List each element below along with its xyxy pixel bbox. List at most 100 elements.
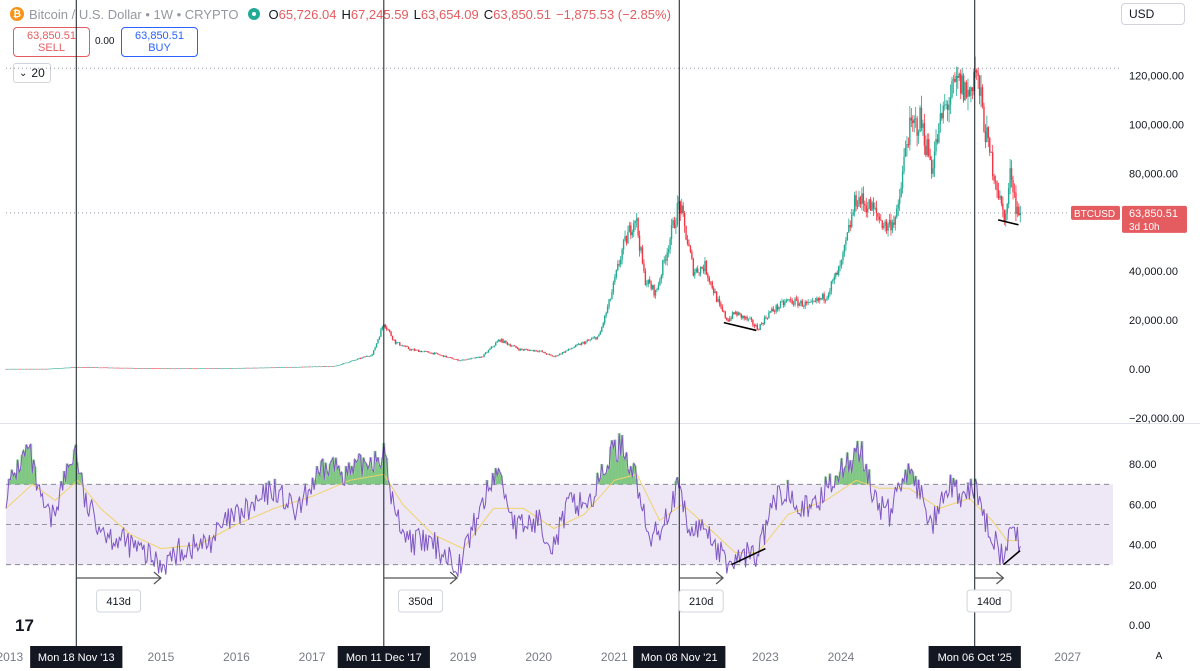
candle-body [346, 362, 349, 364]
sell-label: SELL [38, 42, 65, 54]
candle-body [608, 299, 610, 307]
candle-body [787, 299, 789, 301]
candle-body [723, 310, 725, 312]
candle-body [942, 105, 944, 119]
candle-body [535, 350, 538, 352]
candle-body [44, 368, 46, 370]
candle-body [45, 368, 48, 370]
time-axis-label: 2015 [148, 650, 175, 664]
candle-body [884, 221, 886, 227]
candle-body [611, 291, 613, 300]
overbought-fill [629, 466, 633, 485]
overbought-fill [860, 441, 864, 485]
tradingview-logo: 17 [15, 616, 34, 635]
candle-body [282, 367, 285, 368]
duration-label: 140d [977, 596, 1001, 608]
symbol-title[interactable]: Bitcoin / U.S. Dollar [29, 6, 142, 22]
candle-body [869, 199, 872, 211]
candle-body [1016, 206, 1019, 214]
candle-body [824, 299, 827, 301]
candle-body [914, 118, 917, 120]
candle-body [38, 368, 41, 370]
candle-body [476, 357, 478, 359]
candle-body [833, 276, 835, 280]
overbought-fill [347, 462, 351, 485]
candle-body [744, 316, 747, 319]
candle-body [372, 350, 375, 355]
candle-body [768, 312, 770, 318]
candle-body [86, 367, 89, 368]
sell-button[interactable]: 63,850.51 SELL [13, 27, 90, 57]
duration-label: 350d [408, 596, 432, 608]
candle-body [1018, 206, 1020, 216]
candle-body [531, 349, 533, 351]
symbol-header[interactable]: ₿ Bitcoin / U.S. Dollar • 1W • CRYPTO O … [10, 4, 671, 24]
candle-body [231, 368, 234, 369]
candle-body [490, 346, 493, 349]
candle-body [447, 357, 449, 358]
candle-body [261, 367, 263, 369]
candle-body [753, 324, 756, 327]
candle-body [47, 368, 49, 370]
buy-button[interactable]: 63,850.51 BUY [121, 27, 198, 57]
candle-body [542, 352, 545, 353]
candle-body [300, 366, 302, 368]
candle-body [309, 366, 311, 368]
candle-body [237, 367, 240, 369]
candle-body [455, 359, 458, 360]
candle-body [851, 214, 853, 228]
spread-value: 0.00 [95, 36, 115, 47]
candle-body [297, 366, 299, 368]
candle-body [436, 353, 439, 355]
sell-price: 63,850.51 [27, 30, 76, 42]
candle-body [422, 351, 424, 353]
overbought-fill [624, 452, 629, 485]
candle-body [798, 303, 801, 306]
candle-body [34, 368, 36, 370]
candle-body [374, 347, 376, 351]
candle-body [618, 264, 620, 265]
candle-body [396, 342, 398, 344]
candle-body [917, 132, 920, 136]
candle-body [9, 368, 12, 370]
candle-body [576, 344, 578, 346]
interval-label[interactable]: 1W [153, 6, 173, 22]
candle-body [513, 345, 516, 347]
candle-body [740, 313, 742, 318]
candle-body [259, 367, 261, 369]
duration-label: 413d [106, 596, 130, 608]
candle-body [335, 365, 337, 367]
candle-body [721, 306, 724, 311]
candle-body [470, 358, 472, 360]
candle-body [925, 145, 927, 156]
candle-body [220, 368, 222, 369]
candle-body [79, 367, 81, 368]
candle-body [474, 357, 477, 359]
candle-body [352, 360, 354, 361]
candle-body [855, 195, 857, 207]
candle-body [625, 236, 628, 244]
candle-body [1013, 191, 1016, 193]
candle-body [416, 349, 418, 351]
auto-scale-button[interactable]: A [1155, 650, 1163, 662]
candle-body [496, 341, 498, 343]
candle-body [1015, 192, 1017, 214]
candle-body [497, 339, 500, 342]
candle-body [208, 368, 211, 369]
candle-body [185, 368, 187, 370]
symbol-tag-label: BTCUSD [1074, 209, 1115, 220]
candle-body [778, 307, 780, 310]
candle-body [525, 349, 527, 350]
candle-body [968, 89, 971, 96]
candle-body [893, 222, 895, 225]
candle-body [829, 290, 831, 295]
candle-body [519, 348, 522, 351]
candle-body [789, 299, 792, 301]
candle-body [823, 293, 825, 301]
currency-select[interactable]: USD [1121, 3, 1185, 25]
candle-body [948, 104, 950, 110]
candle-body [207, 368, 209, 369]
candle-body [835, 272, 837, 277]
candle-body [589, 339, 591, 341]
